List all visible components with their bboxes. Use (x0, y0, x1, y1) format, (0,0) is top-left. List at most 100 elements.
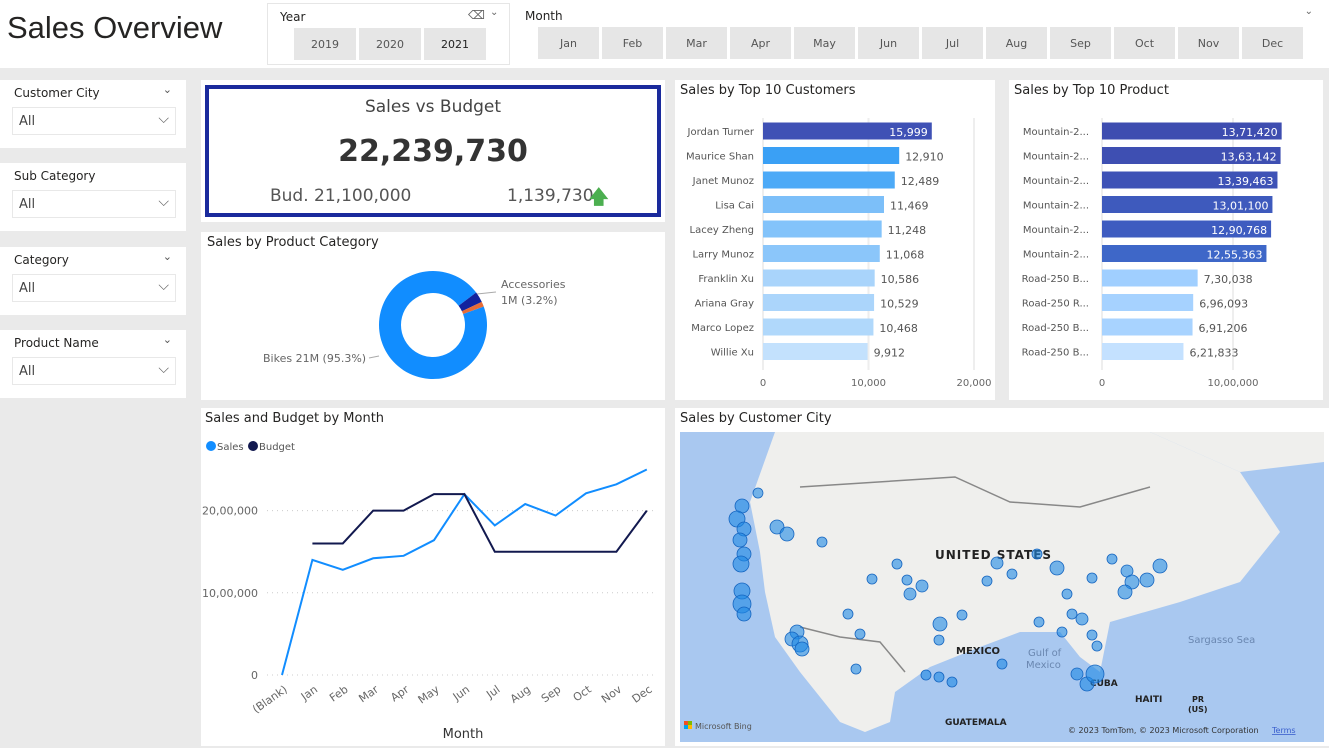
city-bubble[interactable] (1061, 588, 1073, 600)
city-bubble[interactable] (1070, 667, 1084, 681)
filter-dropdown[interactable]: All ⌵ (12, 190, 176, 218)
bar[interactable] (763, 171, 895, 189)
city-bubble[interactable] (1033, 616, 1045, 628)
city-bubble[interactable] (779, 526, 795, 542)
city-bubble[interactable] (866, 573, 878, 585)
chevron-down-icon: ⌵ (158, 278, 169, 294)
year-option-2021[interactable]: 2021 (424, 28, 486, 60)
bar[interactable] (763, 245, 880, 262)
month-option-apr[interactable]: Apr (730, 27, 791, 59)
city-bubble[interactable] (946, 676, 958, 688)
city-bubble[interactable] (732, 532, 748, 548)
city-bubble[interactable] (1075, 612, 1089, 626)
year-option-2019[interactable]: 2019 (294, 28, 356, 60)
chevron-down-icon[interactable]: ⌄ (1304, 6, 1313, 17)
bar[interactable] (1102, 147, 1281, 164)
city-bubble[interactable] (996, 658, 1008, 670)
bar[interactable] (763, 318, 874, 336)
month-option-aug[interactable]: Aug (986, 27, 1047, 59)
city-bubble[interactable] (932, 616, 948, 632)
city-bubble[interactable] (752, 487, 764, 499)
chevron-down-icon[interactable]: ⌄ (162, 250, 172, 263)
filter-dropdown[interactable]: All ⌵ (12, 274, 176, 302)
bar[interactable] (763, 269, 875, 287)
chevron-down-icon[interactable]: ⌄ (162, 83, 172, 96)
filter-dropdown[interactable]: All ⌵ (12, 357, 176, 385)
city-bubble[interactable] (1086, 572, 1098, 584)
donut-slice-1[interactable] (458, 292, 482, 312)
city-bubble[interactable] (1139, 572, 1155, 588)
month-option-oct[interactable]: Oct (1114, 27, 1175, 59)
city-bubble[interactable] (736, 606, 752, 622)
month-option-jan[interactable]: Jan (538, 27, 599, 59)
bar[interactable] (1102, 196, 1273, 213)
city-bubble[interactable] (1086, 629, 1098, 641)
bar[interactable] (763, 220, 882, 238)
kpi-value: 22,239,730 (338, 134, 528, 169)
city-bubble[interactable] (1056, 626, 1068, 638)
bar[interactable] (1102, 269, 1198, 287)
month-option-mar[interactable]: Mar (666, 27, 727, 59)
city-bubble[interactable] (854, 628, 866, 640)
chevron-down-icon[interactable]: ⌄ (162, 333, 172, 346)
kpi-budget: Bud. 21,100,000 (270, 186, 412, 206)
month-option-jun[interactable]: Jun (858, 27, 919, 59)
eraser-icon[interactable]: ⌫ (468, 8, 485, 22)
city-bubble[interactable] (956, 609, 968, 621)
city-bubble[interactable] (1106, 553, 1118, 565)
month-option-dec[interactable]: Dec (1242, 27, 1303, 59)
city-bubble[interactable] (1117, 584, 1133, 600)
bar[interactable] (1102, 122, 1282, 140)
city-bubble[interactable] (1152, 558, 1168, 574)
month-option-jul[interactable]: Jul (922, 27, 983, 59)
city-bubble[interactable] (901, 574, 913, 586)
series-line-budget[interactable] (312, 493, 648, 553)
data-label: 6,21,833 (1189, 347, 1238, 360)
city-bubble[interactable] (850, 663, 862, 675)
city-bubble[interactable] (1049, 560, 1065, 576)
city-bubble[interactable] (794, 641, 810, 657)
donut-slice-0[interactable] (379, 271, 488, 380)
city-bubble[interactable] (1091, 640, 1103, 652)
month-option-may[interactable]: May (794, 27, 855, 59)
month-option-sep[interactable]: Sep (1050, 27, 1111, 59)
series-line-sales[interactable] (281, 468, 648, 676)
city-bubble[interactable] (816, 536, 828, 548)
bar[interactable] (763, 196, 884, 213)
bar[interactable] (763, 294, 875, 311)
city-bubble[interactable] (891, 558, 903, 570)
bar[interactable] (1102, 318, 1193, 336)
bar[interactable] (1102, 343, 1184, 360)
bar[interactable] (1102, 171, 1278, 189)
city-bubble[interactable] (920, 669, 932, 681)
donut-slice-2[interactable] (461, 301, 484, 315)
bar[interactable] (1102, 220, 1272, 238)
data-label: 13,71,420 (1222, 126, 1278, 139)
month-option-nov[interactable]: Nov (1178, 27, 1239, 59)
city-bubble[interactable] (1031, 548, 1043, 560)
bar[interactable] (763, 147, 900, 164)
city-bubble[interactable] (1085, 664, 1105, 684)
city-bubble[interactable] (1066, 608, 1078, 620)
bar[interactable] (763, 122, 932, 140)
x-tick-label: Apr (388, 683, 411, 705)
x-tick-label: Feb (327, 683, 350, 705)
bar[interactable] (1102, 294, 1194, 311)
bar[interactable] (763, 343, 868, 360)
city-bubble[interactable] (933, 671, 945, 683)
city-bubble[interactable] (1006, 568, 1018, 580)
city-bubble[interactable] (981, 575, 993, 587)
city-bubble[interactable] (933, 634, 945, 646)
month-option-feb[interactable]: Feb (602, 27, 663, 59)
city-bubble[interactable] (990, 556, 1004, 570)
chevron-down-icon[interactable]: ⌄ (490, 7, 499, 18)
city-bubble[interactable] (915, 579, 929, 593)
filter-dropdown[interactable]: All ⌵ (12, 107, 176, 135)
terms-link[interactable]: Terms (1271, 726, 1296, 735)
city-bubble[interactable] (842, 608, 854, 620)
year-option-2020[interactable]: 2020 (359, 28, 421, 60)
bar[interactable] (1102, 245, 1267, 262)
city-bubble[interactable] (732, 555, 750, 573)
city-bubble[interactable] (903, 587, 917, 601)
map[interactable]: UNITED STATES MEXICO Gulf of Mexico CUBA… (680, 432, 1324, 742)
